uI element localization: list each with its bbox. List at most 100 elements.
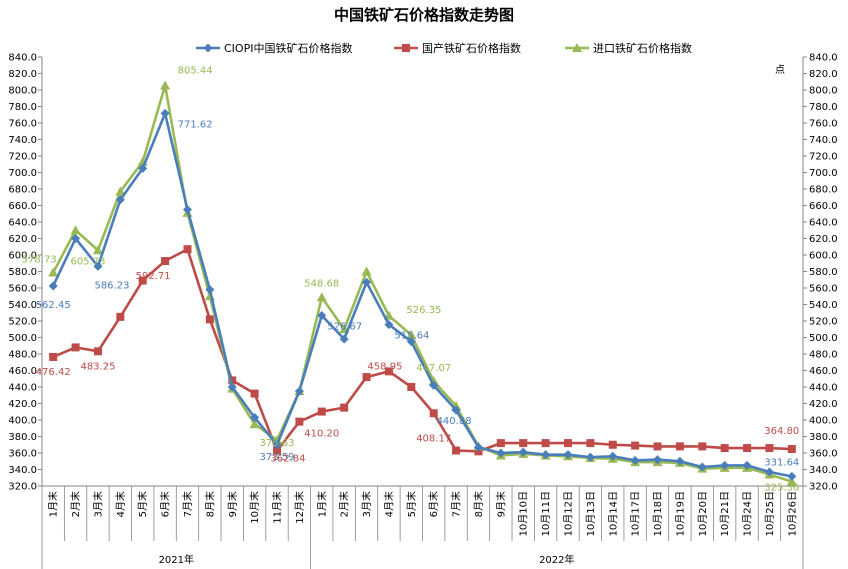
legend-label-1: 国产铁矿石价格指数: [422, 41, 521, 55]
chart-title: 中国铁矿石价格指数走势图: [333, 6, 514, 24]
data-point-1: [71, 343, 80, 352]
legend-label-2: 进口铁矿石价格指数: [593, 41, 692, 55]
data-point-0: [496, 448, 506, 458]
data-label: 440.88: [437, 416, 472, 427]
y-tick-label-left: 380.0: [8, 432, 37, 443]
data-point-1: [161, 257, 170, 266]
data-label: 331.64: [764, 457, 799, 468]
x-tick-label: 10月14日: [607, 491, 619, 536]
y-tick-label-left: 660.0: [8, 201, 37, 212]
data-point-0: [764, 467, 774, 477]
data-point-2: [786, 476, 797, 486]
series-line-0: [52, 112, 793, 478]
data-point-0: [473, 442, 483, 452]
y-tick-label-right: 440.0: [809, 383, 838, 394]
data-point-0: [697, 462, 707, 472]
data-point-0: [787, 471, 797, 481]
y-tick-label-right: 540.0: [809, 300, 838, 311]
x-tick-label: 3月末: [360, 491, 373, 517]
data-label: 526.35: [406, 305, 441, 316]
data-label: 483.25: [80, 361, 115, 372]
right-axis-unit: 点: [775, 64, 785, 76]
data-point-0: [339, 334, 349, 344]
data-label: 578.73: [22, 255, 57, 266]
x-tick-label: 10月18日: [652, 491, 664, 536]
x-tick-label: 2月末: [69, 491, 82, 517]
data-label: 476.42: [36, 367, 71, 378]
data-point-1: [250, 389, 259, 398]
data-point-1: [295, 417, 304, 426]
y-tick-label-left: 560.0: [8, 284, 37, 295]
data-point-2: [48, 267, 59, 277]
data-point-1: [429, 409, 438, 418]
y-tick-label-left: 720.0: [8, 152, 37, 163]
y-tick-label-right: 460.0: [809, 366, 838, 377]
data-point-1: [317, 407, 326, 416]
x-tick-label: 6月末: [427, 491, 440, 517]
data-point-1: [608, 440, 617, 449]
year-group-label: 2021年: [159, 553, 194, 566]
data-point-0: [563, 450, 573, 460]
data-point-1: [563, 439, 572, 448]
y-tick-label-left: 680.0: [8, 185, 37, 196]
x-tick-label: 10月17日: [630, 491, 642, 536]
data-point-2: [115, 186, 126, 196]
y-tick-label-left: 340.0: [8, 465, 37, 476]
y-tick-label-left: 420.0: [8, 399, 37, 410]
y-tick-label-right: 500.0: [809, 333, 838, 344]
y-tick-label-right: 800.0: [809, 86, 838, 97]
y-tick-label-left: 620.0: [8, 234, 37, 245]
y-tick-label-right: 700.0: [809, 168, 838, 179]
data-point-0: [205, 285, 215, 295]
data-point-0: [384, 320, 394, 330]
data-point-0: [630, 455, 640, 465]
data-label: 562.45: [36, 300, 71, 311]
data-point-1: [720, 444, 729, 453]
x-tick-label: 4月末: [114, 491, 127, 517]
y-tick-label-right: 520.0: [809, 317, 838, 328]
data-point-1: [496, 439, 505, 448]
x-tick-label: 12月末: [293, 491, 306, 524]
data-point-1: [541, 439, 550, 448]
x-tick-label: 9月末: [494, 491, 507, 517]
data-point-0: [250, 413, 260, 423]
x-tick-label: 4月末: [382, 491, 395, 517]
x-tick-label: 5月末: [136, 491, 149, 517]
data-point-1: [743, 444, 752, 453]
x-tick-label: 11月末: [271, 491, 284, 524]
data-point-2: [92, 245, 103, 255]
y-tick-label-right: 420.0: [809, 399, 838, 410]
y-tick-label-left: 320.0: [8, 482, 37, 493]
data-point-1: [765, 444, 774, 453]
y-tick-label-left: 820.0: [8, 69, 37, 80]
data-label: 771.62: [178, 119, 213, 130]
data-point-0: [227, 382, 237, 392]
data-label: 592.71: [136, 271, 171, 282]
data-point-1: [698, 442, 707, 451]
data-label: 410.20: [304, 429, 339, 440]
data-point-1: [407, 383, 416, 391]
y-tick-label-left: 780.0: [8, 102, 37, 113]
data-point-0: [406, 337, 416, 347]
data-point-1: [384, 367, 393, 376]
data-point-2: [249, 419, 260, 429]
x-tick-label: 10月12日: [562, 491, 574, 536]
year-group-label: 2022年: [539, 553, 574, 566]
data-point-0: [182, 205, 192, 215]
y-tick-label-left: 480.0: [8, 350, 37, 361]
data-point-0: [93, 261, 103, 271]
y-tick-label-left: 800.0: [8, 86, 37, 97]
data-point-0: [518, 447, 528, 457]
y-tick-label-right: 760.0: [809, 119, 838, 130]
data-point-0: [675, 456, 685, 466]
y-tick-label-left: 760.0: [8, 119, 37, 130]
x-tick-label: 7月末: [450, 491, 463, 517]
data-point-0: [585, 452, 595, 462]
data-point-1: [586, 439, 595, 448]
data-point-1: [631, 441, 640, 450]
y-tick-label-left: 520.0: [8, 317, 37, 328]
data-point-0: [362, 277, 372, 287]
y-tick-label-right: 560.0: [809, 284, 838, 295]
